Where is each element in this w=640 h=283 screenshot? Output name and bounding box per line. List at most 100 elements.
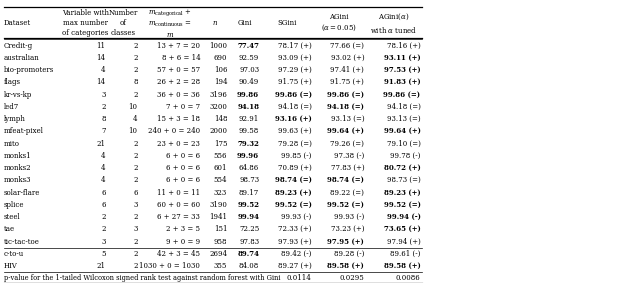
Text: 57 + 0 = 57: 57 + 0 = 57 (157, 66, 200, 74)
Text: 2: 2 (133, 237, 138, 246)
Text: 92.59: 92.59 (239, 54, 259, 62)
Text: 99.52: 99.52 (237, 201, 259, 209)
Text: australian: australian (4, 54, 40, 62)
Text: 2 + 3 = 5: 2 + 3 = 5 (166, 225, 200, 233)
Text: 84.08: 84.08 (239, 262, 259, 270)
Text: 0.0295: 0.0295 (339, 274, 364, 282)
Text: 151: 151 (214, 225, 227, 233)
Text: 4: 4 (133, 115, 138, 123)
Text: 93.09 (+): 93.09 (+) (278, 54, 312, 62)
Text: 89.27 (+): 89.27 (+) (278, 262, 312, 270)
Text: 2: 2 (133, 176, 138, 184)
Text: 99.86 (=): 99.86 (=) (327, 91, 364, 98)
Text: tic-tac-toe: tic-tac-toe (4, 237, 40, 246)
Text: monks1: monks1 (4, 152, 31, 160)
Text: 99.93 (-): 99.93 (-) (334, 213, 364, 221)
Text: 5: 5 (101, 250, 106, 258)
Text: 99.86 (=): 99.86 (=) (383, 91, 420, 98)
Text: 99.93 (-): 99.93 (-) (282, 213, 312, 221)
Text: 958: 958 (214, 237, 227, 246)
Text: 93.13 (=): 93.13 (=) (387, 115, 420, 123)
Text: 4: 4 (101, 152, 106, 160)
Text: 99.94: 99.94 (237, 213, 259, 221)
Text: 2: 2 (101, 213, 106, 221)
Text: 98.74 (=): 98.74 (=) (275, 176, 312, 184)
Text: 91.75 (+): 91.75 (+) (330, 78, 364, 86)
Text: 79.32: 79.32 (237, 140, 259, 147)
Text: 2: 2 (133, 91, 138, 98)
Text: 4: 4 (101, 164, 106, 172)
Text: Credit-g: Credit-g (4, 42, 33, 50)
Text: 99.52 (=): 99.52 (=) (327, 201, 364, 209)
Text: 89.58 (+): 89.58 (+) (328, 262, 364, 270)
Text: HIV: HIV (4, 262, 17, 270)
Text: 60 + 0 = 60: 60 + 0 = 60 (157, 201, 200, 209)
Text: flags: flags (4, 78, 21, 86)
Text: 6 + 27 = 33: 6 + 27 = 33 (157, 213, 200, 221)
Text: 72.25: 72.25 (239, 225, 259, 233)
Text: mfeat-pixel: mfeat-pixel (4, 127, 44, 135)
Text: 23 + 0 = 23: 23 + 0 = 23 (157, 140, 200, 147)
Text: 91.75 (+): 91.75 (+) (278, 78, 312, 86)
Text: 355: 355 (214, 262, 227, 270)
Text: 99.78 (-): 99.78 (-) (390, 152, 420, 160)
Text: 6: 6 (101, 188, 106, 196)
Text: AGini$(\alpha)$
with $\alpha$ tuned: AGini$(\alpha)$ with $\alpha$ tuned (370, 12, 417, 35)
Text: 8 + 6 = 14: 8 + 6 = 14 (162, 54, 200, 62)
Text: 78.16 (+): 78.16 (+) (387, 42, 420, 50)
Text: 2: 2 (101, 225, 106, 233)
Text: 93.13 (=): 93.13 (=) (330, 115, 364, 123)
Text: 3200: 3200 (209, 103, 227, 111)
Text: steel: steel (4, 213, 20, 221)
Text: 98.73 (=): 98.73 (=) (387, 176, 420, 184)
Text: 0.0086: 0.0086 (396, 274, 420, 282)
Text: 9 + 0 = 9: 9 + 0 = 9 (166, 237, 200, 246)
Text: 92.91: 92.91 (239, 115, 259, 123)
Text: $m_\mathrm{categorical}$ +
$m_\mathrm{continuous}$ =
$m$: $m_\mathrm{categorical}$ + $m_\mathrm{co… (148, 7, 192, 39)
Text: 99.63 (+): 99.63 (+) (278, 127, 312, 135)
Text: 97.93 (+): 97.93 (+) (278, 237, 312, 246)
Text: 73.23 (+): 73.23 (+) (331, 225, 364, 233)
Text: 6 + 0 = 6: 6 + 0 = 6 (166, 176, 200, 184)
Text: bio-promoters: bio-promoters (4, 66, 54, 74)
Text: 77.47: 77.47 (237, 42, 259, 50)
Text: 4: 4 (101, 66, 106, 74)
Text: 93.02 (+): 93.02 (+) (330, 54, 364, 62)
Text: $n$: $n$ (212, 19, 218, 27)
Text: 2: 2 (133, 66, 138, 74)
Text: Gini: Gini (237, 19, 252, 27)
Text: 77.83 (+): 77.83 (+) (330, 164, 364, 172)
Text: 97.29 (+): 97.29 (+) (278, 66, 312, 74)
Text: 89.28 (-): 89.28 (-) (334, 250, 364, 258)
Text: 99.86: 99.86 (237, 91, 259, 98)
Text: 3: 3 (133, 225, 138, 233)
Text: 240 + 0 = 240: 240 + 0 = 240 (148, 127, 200, 135)
Text: 13 + 7 = 20: 13 + 7 = 20 (157, 42, 200, 50)
Text: 89.17: 89.17 (239, 188, 259, 196)
Text: 1030 + 0 = 1030: 1030 + 0 = 1030 (140, 262, 200, 270)
Text: p-value for the 1-tailed Wilcoxon signed rank test against random forest with Gi: p-value for the 1-tailed Wilcoxon signed… (4, 274, 280, 282)
Text: 4: 4 (101, 176, 106, 184)
Text: 64.86: 64.86 (239, 164, 259, 172)
Text: 2: 2 (133, 262, 138, 270)
Text: 1000: 1000 (209, 42, 227, 50)
Text: 77.66 (=): 77.66 (=) (330, 42, 364, 50)
Text: 79.26 (=): 79.26 (=) (330, 140, 364, 147)
Text: Number
of
classes: Number of classes (108, 9, 138, 37)
Text: 97.38 (-): 97.38 (-) (334, 152, 364, 160)
Text: 194: 194 (214, 78, 227, 86)
Text: 94.18 (=): 94.18 (=) (278, 103, 312, 111)
Text: 3: 3 (101, 91, 106, 98)
Text: 78.17 (+): 78.17 (+) (278, 42, 312, 50)
Text: 89.22 (=): 89.22 (=) (330, 188, 364, 196)
Text: 6: 6 (133, 188, 138, 196)
Text: 97.95 (+): 97.95 (+) (328, 237, 364, 246)
Text: 11 + 0 = 11: 11 + 0 = 11 (157, 188, 200, 196)
Text: 1941: 1941 (209, 213, 227, 221)
Text: 91.83 (+): 91.83 (+) (384, 78, 420, 86)
Text: 2: 2 (133, 140, 138, 147)
Text: 89.74: 89.74 (237, 250, 259, 258)
Text: 93.16 (+): 93.16 (+) (275, 115, 312, 123)
Text: 2: 2 (133, 152, 138, 160)
Text: 89.23 (+): 89.23 (+) (275, 188, 312, 196)
